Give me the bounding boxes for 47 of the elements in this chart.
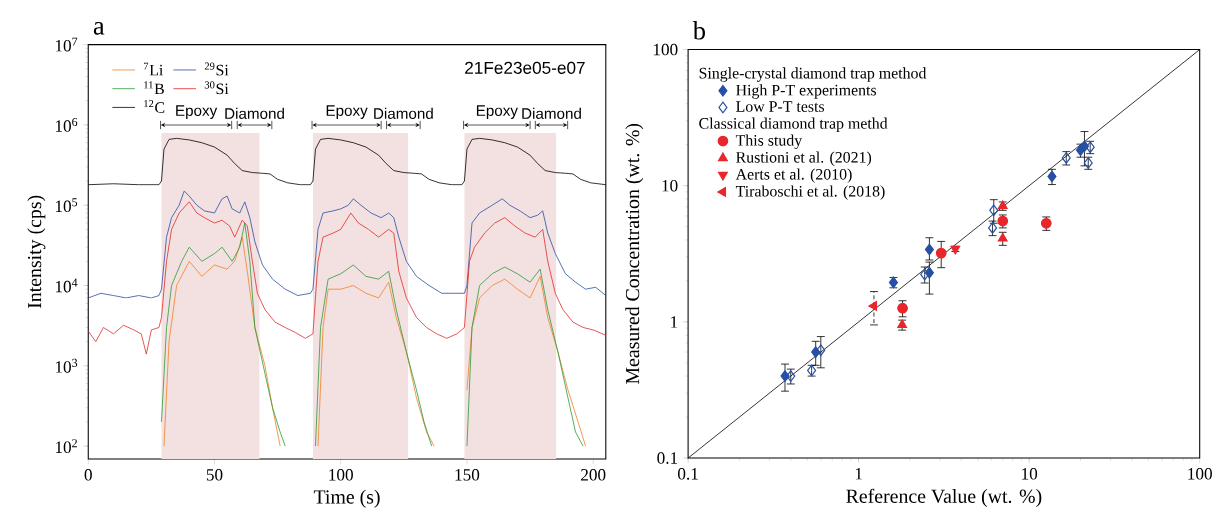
x-tick-label: 200 bbox=[581, 469, 606, 481]
y-tick-label: 10$^{6}$ bbox=[55, 118, 78, 133]
x-tick-label: 150 bbox=[455, 469, 480, 481]
x-tick-label: 100 bbox=[1188, 468, 1212, 480]
legend-label: Rustioni et al. (2021) bbox=[736, 151, 872, 167]
x-tick-label: 50 bbox=[206, 469, 223, 481]
legend-label: $^{30}$Si bbox=[204, 81, 229, 95]
x-tick-label: 10 bbox=[1022, 468, 1038, 480]
annotation: Epoxy bbox=[176, 105, 218, 120]
annotation: Diamond bbox=[374, 108, 433, 120]
x-tick-label: 0 bbox=[84, 469, 92, 481]
legend-label: $^{11}$B bbox=[144, 81, 164, 95]
annotation: Epoxy bbox=[476, 105, 518, 120]
y-tick-label: 10$^{3}$ bbox=[55, 359, 78, 373]
y-tick-label: 10$^{5}$ bbox=[55, 198, 78, 213]
legend-label: Aerts et al. (2010) bbox=[735, 168, 852, 184]
legend-label: $^{12}$C bbox=[144, 100, 165, 114]
text: 21Fe23e05-e07 bbox=[465, 61, 585, 75]
x-tick-label: 100 bbox=[329, 469, 353, 481]
y-tick-label: 10 bbox=[662, 180, 678, 192]
x-tick-label: 1 bbox=[855, 468, 862, 480]
x-tick-label: 0.1 bbox=[678, 468, 698, 480]
annotation: Classical diamond trap methd bbox=[699, 117, 888, 133]
y-tick-label: 10$^{4}$ bbox=[55, 278, 78, 293]
annotation: Epoxy bbox=[326, 105, 368, 120]
legend-label: This study bbox=[735, 134, 803, 150]
line-series bbox=[88, 138, 606, 186]
legend-label: $^{7}$Li bbox=[143, 62, 164, 76]
y-tick-label: 10$^{2}$ bbox=[55, 439, 77, 454]
y-tick-label: 1 bbox=[671, 316, 678, 328]
legend-label: Tiraboschi et al. (2018) bbox=[735, 185, 885, 201]
y-axis-title: Intensity (cps) bbox=[27, 195, 46, 309]
y-tick-label: 100 bbox=[653, 44, 678, 56]
x-axis-title: Reference Value (wt. %) bbox=[846, 489, 1042, 508]
legend-label: Low P-T tests bbox=[736, 101, 825, 113]
annotation: Diamond bbox=[522, 108, 581, 120]
line-series bbox=[88, 201, 606, 355]
chart-title: b bbox=[692, 21, 705, 40]
y-tick-label: 10$^{7}$ bbox=[55, 37, 78, 52]
annotation: Single-crystal diamond trap method bbox=[699, 67, 927, 83]
x-axis-title: Time (s) bbox=[313, 489, 380, 508]
annotation: Diamond bbox=[225, 108, 284, 120]
y-axis-title: Measured Concentration (wt. %) bbox=[625, 124, 644, 385]
chart-title: a bbox=[93, 22, 105, 35]
y-tick-label: 0.1 bbox=[657, 452, 678, 465]
legend-label: $^{29}$Si bbox=[204, 62, 229, 76]
legend-label: High P-T experiments bbox=[736, 84, 877, 99]
